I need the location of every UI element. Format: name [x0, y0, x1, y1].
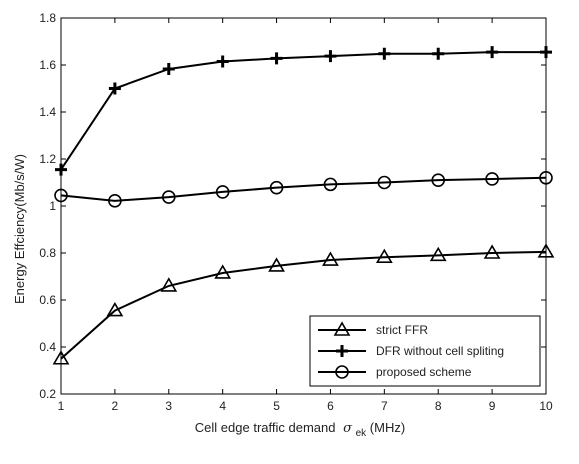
x-axis-label: Cell edge traffic demand σ ek (MHz): [195, 420, 405, 439]
y-tick-label: 1.4: [39, 105, 56, 119]
legend: strict FFR DFR without cell spliting propo…: [309, 315, 541, 387]
data-point: [485, 172, 499, 186]
x-tick-label: 1: [58, 399, 65, 413]
data-point: [215, 185, 230, 199]
data-point: [106, 301, 124, 317]
data-point: [161, 190, 176, 204]
data-point: [55, 163, 67, 176]
legend-entry-label: strict FFR: [376, 323, 428, 337]
data-point: [539, 171, 553, 185]
data-point: [375, 248, 393, 264]
series-circle: [54, 171, 553, 208]
y-tick-label: 0.4: [39, 340, 56, 354]
x-tick-label: 2: [112, 399, 119, 413]
x-axis-label-symbol: σ: [343, 421, 353, 436]
y-tick-label: 1: [49, 199, 56, 213]
y-tick-label: 1.6: [39, 58, 56, 72]
legend-marker: [336, 345, 348, 357]
y-tick-label: 0.8: [39, 246, 56, 260]
data-point: [160, 277, 178, 292]
data-point: [324, 50, 337, 63]
y-axis-label: Energy Effciency(Mb/s/W): [12, 154, 27, 304]
x-tick-label: 5: [273, 399, 280, 413]
y-tick-label: 0.6: [39, 293, 56, 307]
series-line: [60, 176, 547, 202]
data-point: [378, 47, 391, 60]
data-point: [323, 177, 338, 192]
x-axis-label-subscript: ek: [356, 428, 368, 439]
x-axis-label-text: Cell edge traffic demand: [195, 420, 336, 435]
series-triangle: [52, 243, 555, 365]
data-point: [216, 55, 229, 68]
data-point: [269, 180, 284, 195]
data-point: [270, 52, 283, 65]
axes: 1 2 3 4 5 6 7 8 9 10 0.2 0.4 0.6 0.8 1 1.2 1.4 1.6 1.8: [39, 11, 553, 413]
data-point: [540, 46, 552, 59]
x-tick-label: 6: [327, 399, 334, 413]
y-tick-label: 1.8: [39, 11, 56, 25]
data-point: [214, 264, 232, 279]
x-axis-label-unit: (MHz): [370, 420, 405, 435]
data-point: [537, 243, 555, 258]
legend-marker: [333, 321, 351, 336]
legend-entry-label: proposed scheme: [376, 365, 472, 379]
data-point: [268, 257, 285, 272]
y-tick-label: 1.2: [39, 152, 56, 166]
data-point: [162, 62, 175, 75]
data-point: [322, 251, 339, 266]
x-tick-label: 3: [165, 399, 172, 413]
data-point: [52, 350, 70, 365]
y-tick-label: 0.2: [39, 387, 56, 401]
data-point: [486, 46, 499, 59]
data-point: [483, 244, 501, 259]
data-point: [431, 173, 446, 187]
data-point: [108, 194, 122, 208]
data-point: [54, 188, 68, 203]
x-tick-label: 9: [489, 399, 496, 413]
data-point: [432, 47, 445, 60]
x-tick-label: 7: [381, 399, 388, 413]
data-point: [108, 82, 121, 95]
series-lines: [52, 46, 555, 365]
series-plus: [55, 46, 552, 176]
legend-marker: [335, 365, 349, 379]
x-tick-label: 4: [219, 399, 226, 413]
data-point: [377, 175, 392, 190]
series-line: [60, 250, 547, 360]
data-point: [429, 246, 447, 262]
x-tick-label: 8: [435, 399, 442, 413]
x-tick-label: 10: [539, 399, 553, 413]
legend-entry-label: DFR without cell spliting: [376, 344, 504, 358]
series-line: [60, 51, 546, 171]
